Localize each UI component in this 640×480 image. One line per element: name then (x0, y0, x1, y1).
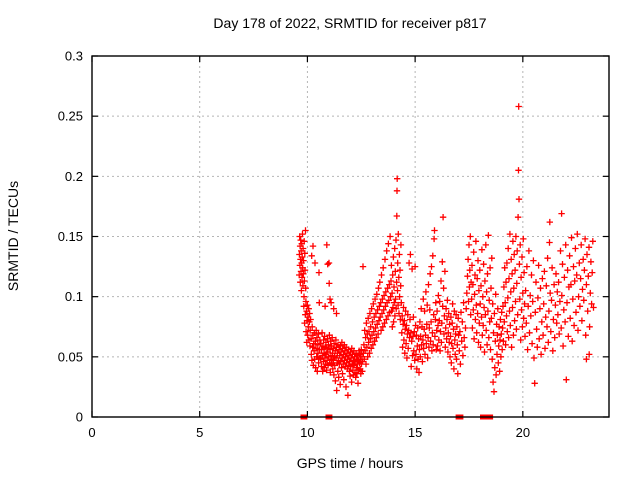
y-tick-labels: 0 0.05 0.1 0.15 0.2 0.25 0.3 (58, 49, 83, 425)
x-tick-label: 15 (408, 425, 422, 440)
y-tick-label: 0.25 (58, 109, 83, 124)
chart-title: Day 178 of 2022, SRMTID for receiver p81… (213, 15, 486, 31)
axis-ticks (91, 55, 609, 418)
x-tick-label: 10 (300, 425, 314, 440)
y-tick-label: 0.15 (58, 229, 83, 244)
x-tick-label: 20 (516, 425, 530, 440)
y-tick-label: 0 (76, 410, 83, 425)
data-points (296, 103, 597, 420)
data-points-path (296, 103, 597, 399)
grid-lines (92, 56, 609, 417)
plot-border (91, 55, 610, 418)
x-tick-labels: 0 5 10 15 20 (88, 425, 530, 440)
y-tick-label: 0.05 (58, 349, 83, 364)
y-tick-label: 0.2 (65, 169, 83, 184)
x-tick-label: 0 (88, 425, 95, 440)
y-tick-label: 0.1 (65, 289, 83, 304)
y-tick-label: 0.3 (65, 49, 83, 64)
x-axis-label: GPS time / hours (297, 455, 404, 471)
x-tick-label: 5 (196, 425, 203, 440)
y-axis-label: SRMTID / TECUs (5, 181, 21, 291)
